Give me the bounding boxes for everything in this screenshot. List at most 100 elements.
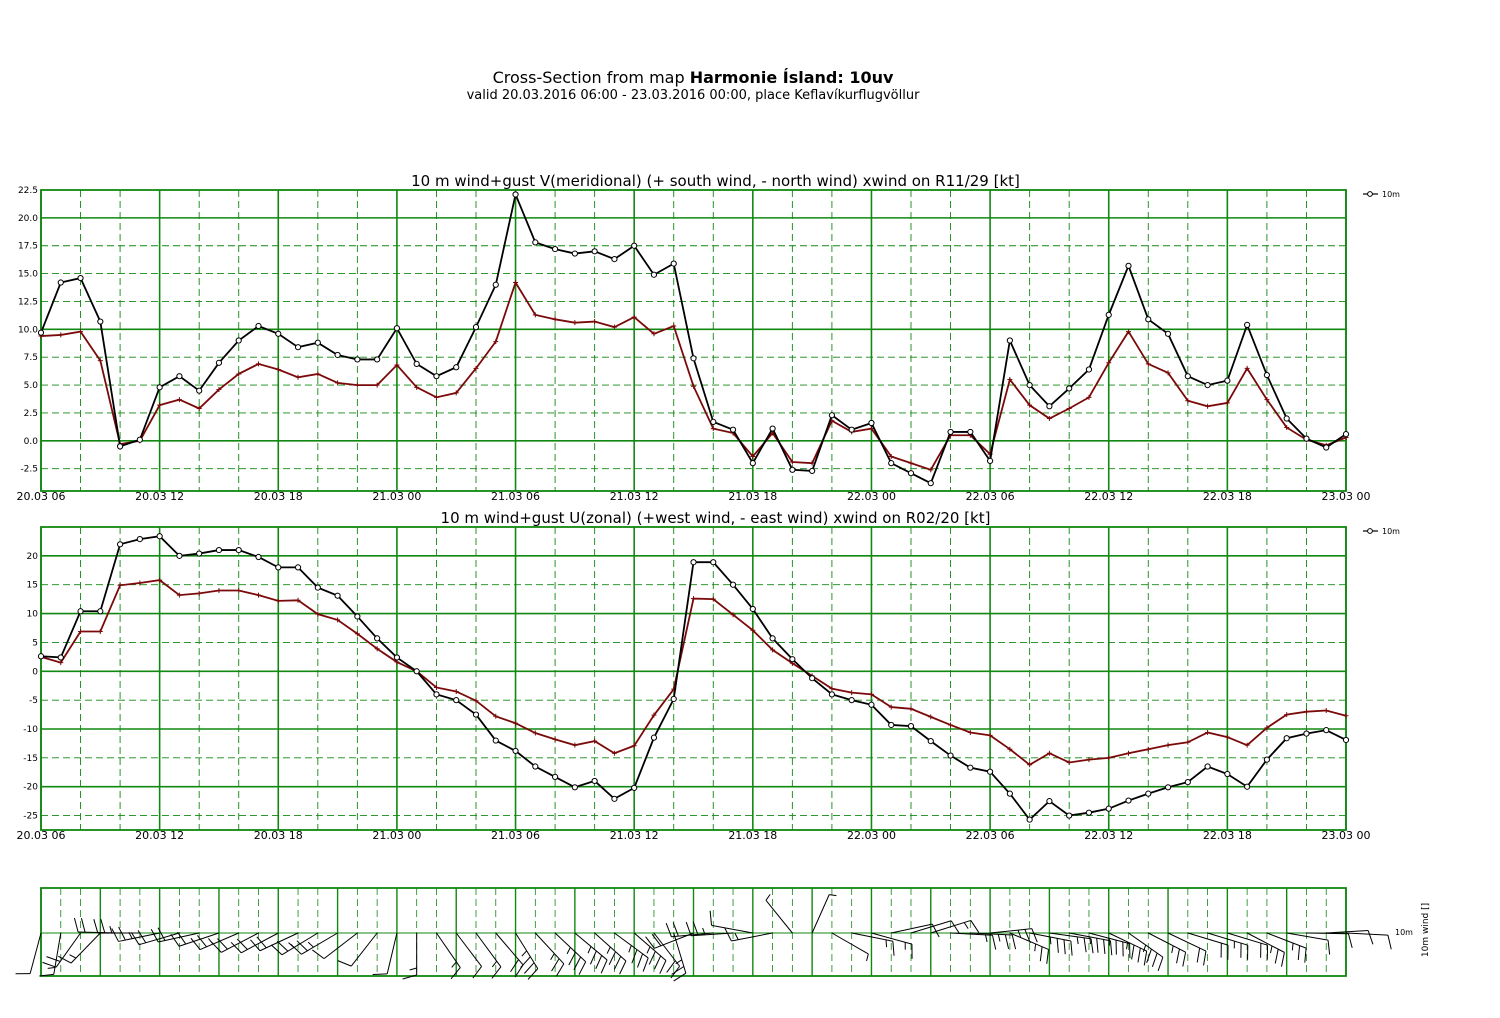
wind-point [591, 777, 598, 785]
gust-series-line [40, 280, 1347, 471]
wind-barb-feather [619, 960, 627, 975]
wind-point [729, 581, 737, 588]
gust-point [1106, 360, 1112, 366]
x-tick-label: 21.03 00 [372, 490, 421, 503]
wind-point [1204, 763, 1211, 770]
wind-point [215, 359, 223, 366]
chart-title-map: Harmonie Ísland: 10uv [689, 68, 894, 87]
wind-point [749, 605, 756, 613]
gust-point [354, 631, 360, 637]
wind-barb-feather [970, 920, 980, 933]
wind-point [275, 564, 282, 571]
gust-point [1145, 361, 1151, 367]
gust-point [1185, 398, 1191, 404]
wind-point [1244, 321, 1251, 328]
wind-barb-feather [137, 930, 147, 944]
gust-point [928, 714, 934, 720]
gust-point [572, 742, 578, 748]
wind-point [710, 559, 717, 566]
gust-point [117, 582, 123, 588]
wind-barb-staff [323, 932, 358, 959]
wind-barb-feather [1157, 956, 1164, 972]
wind-barb-feather [659, 960, 667, 974]
wind-barb-feather [1046, 949, 1050, 964]
wind-point [1066, 385, 1073, 392]
wind-point [393, 654, 401, 661]
gust-point [552, 736, 558, 742]
wind-barb-feather [1146, 948, 1152, 963]
wind-barb-feather [1182, 952, 1187, 967]
y-tick-label: -15 [23, 754, 38, 764]
wind-barb-feather [1347, 933, 1353, 948]
wind-barb-feather [673, 972, 687, 982]
wind-point [294, 564, 302, 571]
gust-point [236, 371, 242, 377]
wind-point [967, 764, 974, 771]
wind-barb-staff [475, 932, 502, 968]
wind-barb-feather [39, 973, 54, 977]
y-tick-label: -25 [23, 812, 38, 822]
wind-barb-feather [1109, 940, 1113, 956]
wind-barb-half-feather [702, 927, 706, 936]
wind-barb-feather [555, 963, 565, 977]
x-tick-label: 22.03 12 [1084, 490, 1133, 503]
wind-barb-feather [276, 940, 289, 952]
wind-barb-feather [250, 939, 261, 952]
gust-point [1046, 416, 1052, 422]
wind-point [334, 351, 341, 359]
wind-point [809, 467, 816, 475]
wind-barb-feather [230, 941, 242, 954]
wind-point [215, 546, 223, 554]
gust-point [987, 732, 993, 738]
wind-barb-feather [950, 920, 960, 934]
gust-point [315, 611, 321, 617]
wind-point [156, 533, 163, 540]
wind-barb-feather [665, 922, 672, 937]
wind-barb-feather [1327, 940, 1331, 955]
gust-point [1066, 759, 1072, 765]
wind-point [888, 460, 895, 467]
gust-point [414, 384, 420, 390]
gust-point [196, 406, 202, 412]
wind-barb-half-feather [521, 950, 528, 957]
wind-barb-feather [1004, 934, 1010, 949]
gust-point [513, 280, 519, 286]
wind-barb-feather [527, 968, 539, 980]
wind-barb-staff [1345, 932, 1388, 936]
wind-barb-feather [217, 938, 228, 950]
gust-point [295, 597, 301, 603]
gust-point [1284, 712, 1290, 718]
wind-point [1184, 373, 1191, 380]
wind-barb-feather [1143, 950, 1148, 966]
gust-point [1106, 755, 1112, 761]
wind-point [1046, 403, 1053, 410]
wind-barb-feather [150, 928, 159, 943]
gust-point [1264, 397, 1270, 403]
wind-barb-feather [1024, 929, 1031, 944]
wind-barb-feather [654, 955, 662, 970]
gust-point [1126, 329, 1131, 335]
wind-barb-feather [337, 960, 352, 967]
wind-point [354, 356, 361, 363]
wind-point [986, 768, 994, 775]
wind-barb-feather [600, 959, 608, 974]
wind-point [156, 384, 163, 391]
wind-barb-feather [118, 926, 126, 941]
wind-barb-staff [711, 924, 753, 934]
gust-point [176, 592, 182, 598]
wind-barb-feather [256, 936, 267, 949]
gust-point [750, 453, 756, 459]
x-tick-label: 20.03 18 [254, 829, 303, 842]
wind-barb-half-feather [675, 959, 683, 965]
wind-point [927, 738, 934, 745]
gust-point [552, 316, 558, 322]
gust-point [809, 460, 815, 466]
y-tick-label: -20 [23, 783, 38, 793]
wind-barb-feather [80, 917, 86, 933]
wind-barb-staff [1246, 932, 1285, 953]
wind-barb-feather [1203, 951, 1207, 966]
wind-barb-staff [673, 932, 687, 974]
wind-point [551, 773, 559, 781]
wind-barb-feather [210, 941, 222, 953]
